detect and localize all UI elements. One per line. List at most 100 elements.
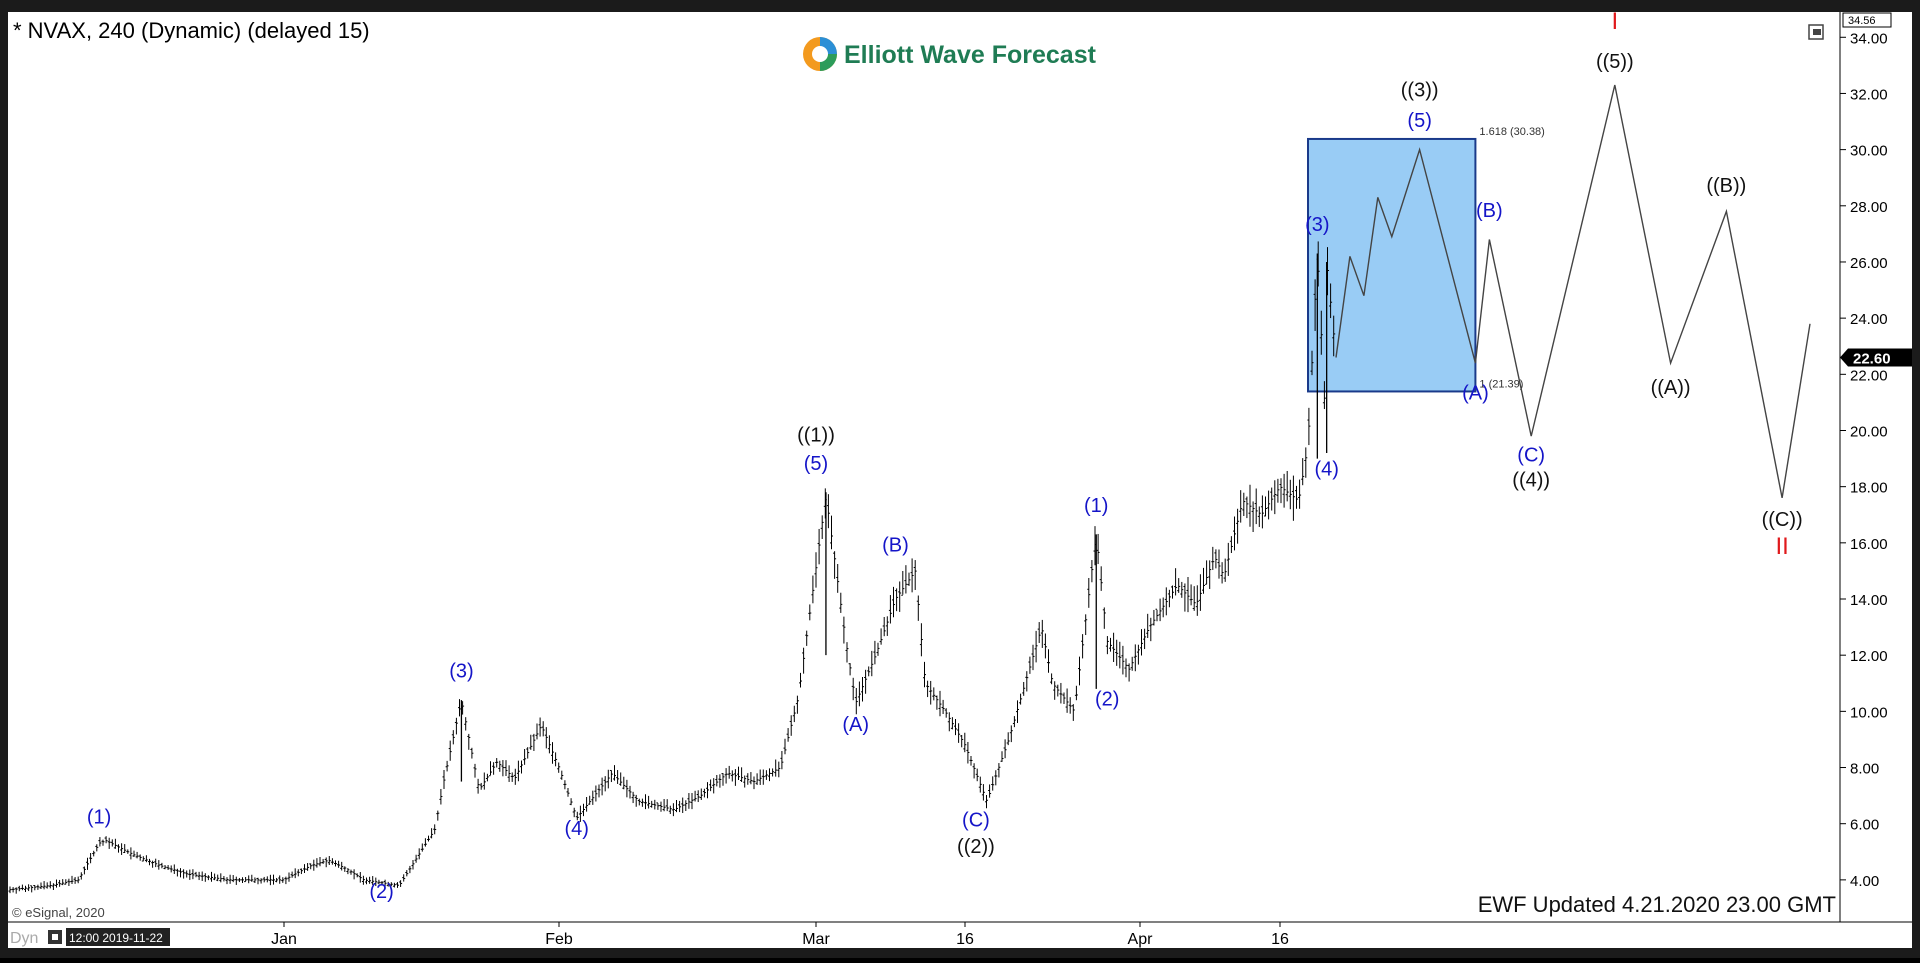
price-bar: [343, 866, 347, 872]
price-top-label-box: [1842, 12, 1892, 28]
price-bar: [848, 663, 852, 676]
price-bar: [411, 859, 415, 870]
price-bar: [36, 884, 40, 890]
price-bar: [529, 734, 533, 750]
price-bar: [830, 515, 833, 550]
price-bar: [442, 769, 446, 789]
price-bar: [681, 797, 685, 813]
price-bar: [368, 876, 372, 884]
price-bar: [1310, 350, 1314, 376]
price-bar: [126, 849, 130, 854]
price-bar: [575, 811, 579, 821]
price-bar: [1059, 682, 1063, 704]
price-bar: [1288, 479, 1292, 510]
last-price-label: 22.60: [1853, 350, 1891, 367]
price-bar: [988, 784, 992, 798]
price-bar: [916, 595, 920, 621]
wave-label: (5): [1407, 110, 1431, 132]
price-bar: [805, 630, 809, 646]
price-bar: [656, 802, 660, 810]
price-bar: [960, 734, 964, 748]
price-bar: [39, 882, 43, 890]
price-bar: [172, 864, 176, 874]
price-bar: [985, 795, 988, 809]
price-bar: [690, 793, 694, 810]
price-bar: [997, 763, 1001, 778]
price-bar: [873, 640, 877, 665]
price-bar: [439, 788, 443, 805]
price-bar: [1319, 310, 1323, 355]
price-bar: [420, 843, 424, 852]
price-bar: [523, 749, 527, 765]
price-bar: [95, 844, 99, 852]
price-bar: [1177, 578, 1181, 593]
price-bar: [1270, 487, 1274, 511]
price-bar: [58, 879, 62, 887]
price-bar: [120, 843, 124, 855]
price-bar: [154, 858, 158, 868]
price-bar: [365, 877, 368, 885]
wave-label: (C): [962, 810, 990, 832]
price-bar: [879, 628, 883, 645]
price-bar: [1273, 480, 1277, 515]
price-bar: [1217, 549, 1221, 579]
last-price-marker: [1840, 348, 1912, 367]
price-bar: [544, 727, 548, 749]
window-restore-icon[interactable]: [1808, 24, 1824, 40]
price-bar: [1140, 629, 1143, 656]
price-bar: [1121, 645, 1125, 675]
price-bar: [1267, 490, 1271, 520]
price-bar: [1143, 628, 1147, 650]
price-bar: [498, 760, 502, 772]
price-bar: [259, 878, 263, 884]
price-bar: [668, 805, 672, 814]
price-bar: [616, 770, 620, 784]
price-bar: [20, 884, 24, 891]
price-bar: [138, 854, 142, 861]
price-bar: [882, 616, 886, 637]
price-bar: [262, 876, 266, 883]
price-bar: [1332, 315, 1336, 357]
price-bar: [768, 768, 771, 782]
price-bar: [1028, 656, 1032, 674]
price-bar: [864, 669, 868, 694]
price-bar: [699, 788, 703, 800]
price-bar: [842, 616, 846, 644]
price-bar: [1019, 693, 1023, 705]
price-bar: [241, 877, 244, 884]
price-bar: [299, 868, 303, 875]
price-bar: [758, 769, 762, 785]
price-bar: [1109, 637, 1112, 652]
price-bar: [737, 766, 740, 780]
price-bar: [631, 791, 635, 804]
price-bar: [780, 751, 784, 770]
price-bar: [1301, 458, 1305, 486]
price-bar: [606, 769, 610, 789]
wave-label: (4): [1314, 458, 1338, 480]
price-bar: [1009, 725, 1013, 743]
price-bar: [811, 575, 815, 604]
price-bar: [296, 869, 300, 877]
price-bar: [117, 844, 120, 853]
price-bar: [1081, 634, 1085, 659]
price-bar: [764, 770, 768, 780]
price-bar: [253, 877, 257, 883]
price-bar: [585, 797, 589, 812]
price-bar: [1186, 576, 1190, 613]
price-bar: [151, 860, 155, 868]
price-bar: [929, 680, 933, 705]
price-bar: [86, 857, 89, 870]
x-tick-label: Jan: [271, 931, 297, 948]
plot-area: [8, 12, 1840, 922]
price-bar: [975, 768, 979, 782]
price-bar: [489, 761, 492, 777]
price-bar: [876, 642, 880, 656]
price-bar: [954, 718, 957, 736]
price-bar: [795, 695, 799, 714]
price-bar: [662, 799, 666, 812]
price-bar: [1192, 586, 1196, 611]
price-bar: [340, 861, 344, 871]
price-bar: [383, 879, 387, 887]
price-bar: [179, 868, 182, 878]
price-bar: [48, 881, 52, 889]
